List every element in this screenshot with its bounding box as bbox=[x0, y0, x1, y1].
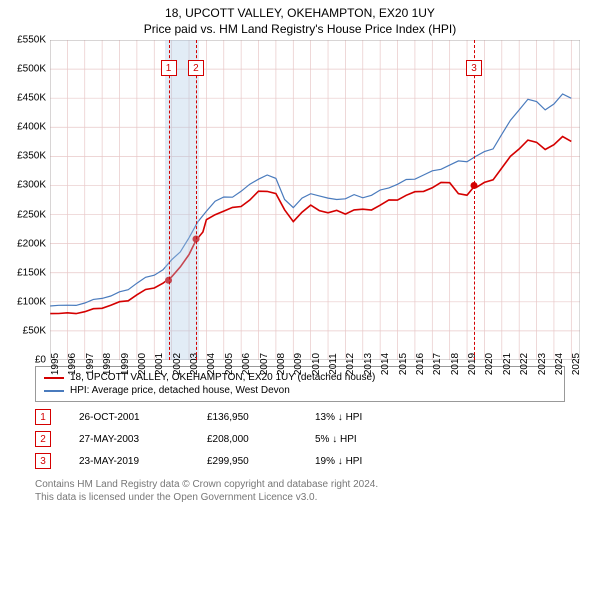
x-tick-label: 2019 bbox=[467, 353, 478, 375]
chart-subtitle: Price paid vs. HM Land Registry's House … bbox=[0, 20, 600, 40]
x-tick-label: 2003 bbox=[189, 353, 200, 375]
footer-line-2: This data is licensed under the Open Gov… bbox=[35, 491, 565, 504]
x-tick-label: 1997 bbox=[85, 353, 96, 375]
x-tick-label: 2021 bbox=[502, 353, 513, 375]
x-tick-label: 2005 bbox=[224, 353, 235, 375]
y-tick-label: £0 bbox=[0, 355, 46, 366]
x-tick-label: 1996 bbox=[67, 353, 78, 375]
x-tick-label: 2017 bbox=[432, 353, 443, 375]
event-row: 1 26-OCT-2001 £136,950 13% ↓ HPI bbox=[35, 406, 565, 428]
chart-event-marker: 1 bbox=[161, 60, 177, 76]
event-pct: 5% ↓ HPI bbox=[315, 434, 357, 445]
y-tick-label: £400K bbox=[0, 122, 46, 133]
chart-title: 18, UPCOTT VALLEY, OKEHAMPTON, EX20 1UY bbox=[0, 0, 600, 20]
x-tick-label: 2024 bbox=[554, 353, 565, 375]
legend-swatch bbox=[44, 377, 64, 379]
event-price: £208,000 bbox=[207, 434, 287, 445]
event-row: 2 27-MAY-2003 £208,000 5% ↓ HPI bbox=[35, 428, 565, 450]
x-tick-label: 2006 bbox=[241, 353, 252, 375]
y-tick-label: £150K bbox=[0, 267, 46, 278]
legend-item: HPI: Average price, detached house, West… bbox=[44, 384, 556, 397]
x-tick-label: 2025 bbox=[571, 353, 582, 375]
y-tick-label: £550K bbox=[0, 35, 46, 46]
y-tick-label: £200K bbox=[0, 238, 46, 249]
x-tick-label: 2016 bbox=[415, 353, 426, 375]
event-guideline bbox=[169, 40, 170, 360]
legend-swatch bbox=[44, 390, 64, 392]
x-tick-label: 2010 bbox=[311, 353, 322, 375]
x-tick-label: 2011 bbox=[328, 353, 339, 375]
x-tick-label: 2023 bbox=[537, 353, 548, 375]
y-tick-label: £100K bbox=[0, 296, 46, 307]
event-pct: 13% ↓ HPI bbox=[315, 412, 362, 423]
event-marker-1: 1 bbox=[35, 409, 51, 425]
x-tick-label: 2014 bbox=[380, 353, 391, 375]
event-row: 3 23-MAY-2019 £299,950 19% ↓ HPI bbox=[35, 450, 565, 472]
x-tick-label: 2009 bbox=[293, 353, 304, 375]
event-guideline bbox=[196, 40, 197, 360]
x-tick-label: 2007 bbox=[259, 353, 270, 375]
footer-line-1: Contains HM Land Registry data © Crown c… bbox=[35, 478, 565, 491]
x-tick-label: 1999 bbox=[120, 353, 131, 375]
x-tick-label: 2004 bbox=[206, 353, 217, 375]
y-tick-label: £250K bbox=[0, 209, 46, 220]
event-marker-3: 3 bbox=[35, 453, 51, 469]
event-marker-2: 2 bbox=[35, 431, 51, 447]
legend-label: HPI: Average price, detached house, West… bbox=[70, 385, 290, 396]
y-tick-label: £450K bbox=[0, 93, 46, 104]
highlight-band bbox=[165, 40, 200, 360]
event-price: £299,950 bbox=[207, 456, 287, 467]
x-tick-label: 2022 bbox=[519, 353, 530, 375]
x-tick-label: 2020 bbox=[484, 353, 495, 375]
event-guideline bbox=[474, 40, 475, 360]
x-tick-label: 2018 bbox=[450, 353, 461, 375]
chart-plot-area: £0£50K£100K£150K£200K£250K£300K£350K£400… bbox=[50, 40, 580, 360]
event-price: £136,950 bbox=[207, 412, 287, 423]
x-tick-label: 2013 bbox=[363, 353, 374, 375]
x-tick-label: 2012 bbox=[345, 353, 356, 375]
y-tick-label: £300K bbox=[0, 180, 46, 191]
y-tick-label: £350K bbox=[0, 151, 46, 162]
chart-container: { "title": "18, UPCOTT VALLEY, OKEHAMPTO… bbox=[0, 0, 600, 590]
x-tick-label: 2000 bbox=[137, 353, 148, 375]
chart-event-marker: 2 bbox=[188, 60, 204, 76]
event-date: 26-OCT-2001 bbox=[79, 412, 179, 423]
x-tick-label: 2015 bbox=[398, 353, 409, 375]
x-tick-label: 2002 bbox=[172, 353, 183, 375]
x-tick-label: 1995 bbox=[50, 353, 61, 375]
y-tick-label: £50K bbox=[0, 325, 46, 336]
chart-event-marker: 3 bbox=[466, 60, 482, 76]
event-date: 27-MAY-2003 bbox=[79, 434, 179, 445]
event-date: 23-MAY-2019 bbox=[79, 456, 179, 467]
events-table: 1 26-OCT-2001 £136,950 13% ↓ HPI 2 27-MA… bbox=[35, 406, 565, 472]
x-tick-label: 2001 bbox=[154, 353, 165, 375]
event-pct: 19% ↓ HPI bbox=[315, 456, 362, 467]
footer-attribution: Contains HM Land Registry data © Crown c… bbox=[35, 478, 565, 504]
x-tick-label: 1998 bbox=[102, 353, 113, 375]
x-tick-label: 2008 bbox=[276, 353, 287, 375]
y-tick-label: £500K bbox=[0, 64, 46, 75]
